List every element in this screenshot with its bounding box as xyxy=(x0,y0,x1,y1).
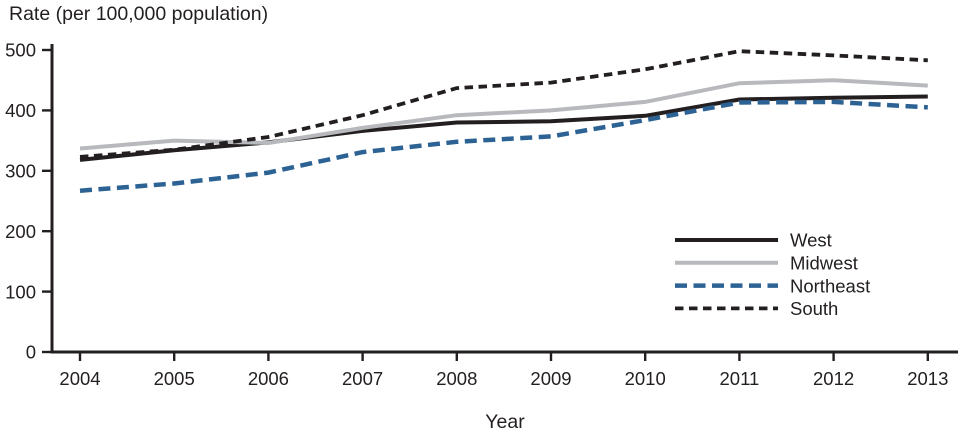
y-axis-tick-label: 400 xyxy=(5,100,36,121)
y-axis-tick-label: 100 xyxy=(5,281,36,302)
legend-label-south: South xyxy=(790,298,838,319)
legend-label-midwest: Midwest xyxy=(790,252,858,273)
chart-title: Rate (per 100,000 population) xyxy=(9,3,269,25)
x-axis-tick-label: 2005 xyxy=(154,368,195,389)
x-axis-tick-label: 2013 xyxy=(907,368,948,389)
series-line-west xyxy=(79,94,928,162)
y-axis-tick-label: 500 xyxy=(5,40,36,61)
series-line-northeast xyxy=(79,99,928,193)
series-line-south xyxy=(79,49,928,159)
x-axis-title: Year xyxy=(485,411,525,433)
x-axis-tick-label: 2010 xyxy=(625,368,666,389)
legend-label-west: West xyxy=(790,230,832,251)
x-axis-tick-label: 2011 xyxy=(720,368,760,389)
y-axis-tick-label: 300 xyxy=(5,160,36,181)
x-axis-tick-label: 2004 xyxy=(59,368,100,389)
x-axis-tick-label: 2008 xyxy=(436,368,477,389)
x-axis-tick-label: 2009 xyxy=(530,368,571,389)
y-axis-tick-label: 200 xyxy=(5,221,36,242)
x-axis-tick-label: 2007 xyxy=(342,368,383,389)
x-axis-tick-label: 2006 xyxy=(248,368,289,389)
y-axis-tick-label: 0 xyxy=(26,342,36,363)
legend-label-northeast: Northeast xyxy=(790,275,870,296)
x-axis-tick-label: 2012 xyxy=(813,368,854,389)
